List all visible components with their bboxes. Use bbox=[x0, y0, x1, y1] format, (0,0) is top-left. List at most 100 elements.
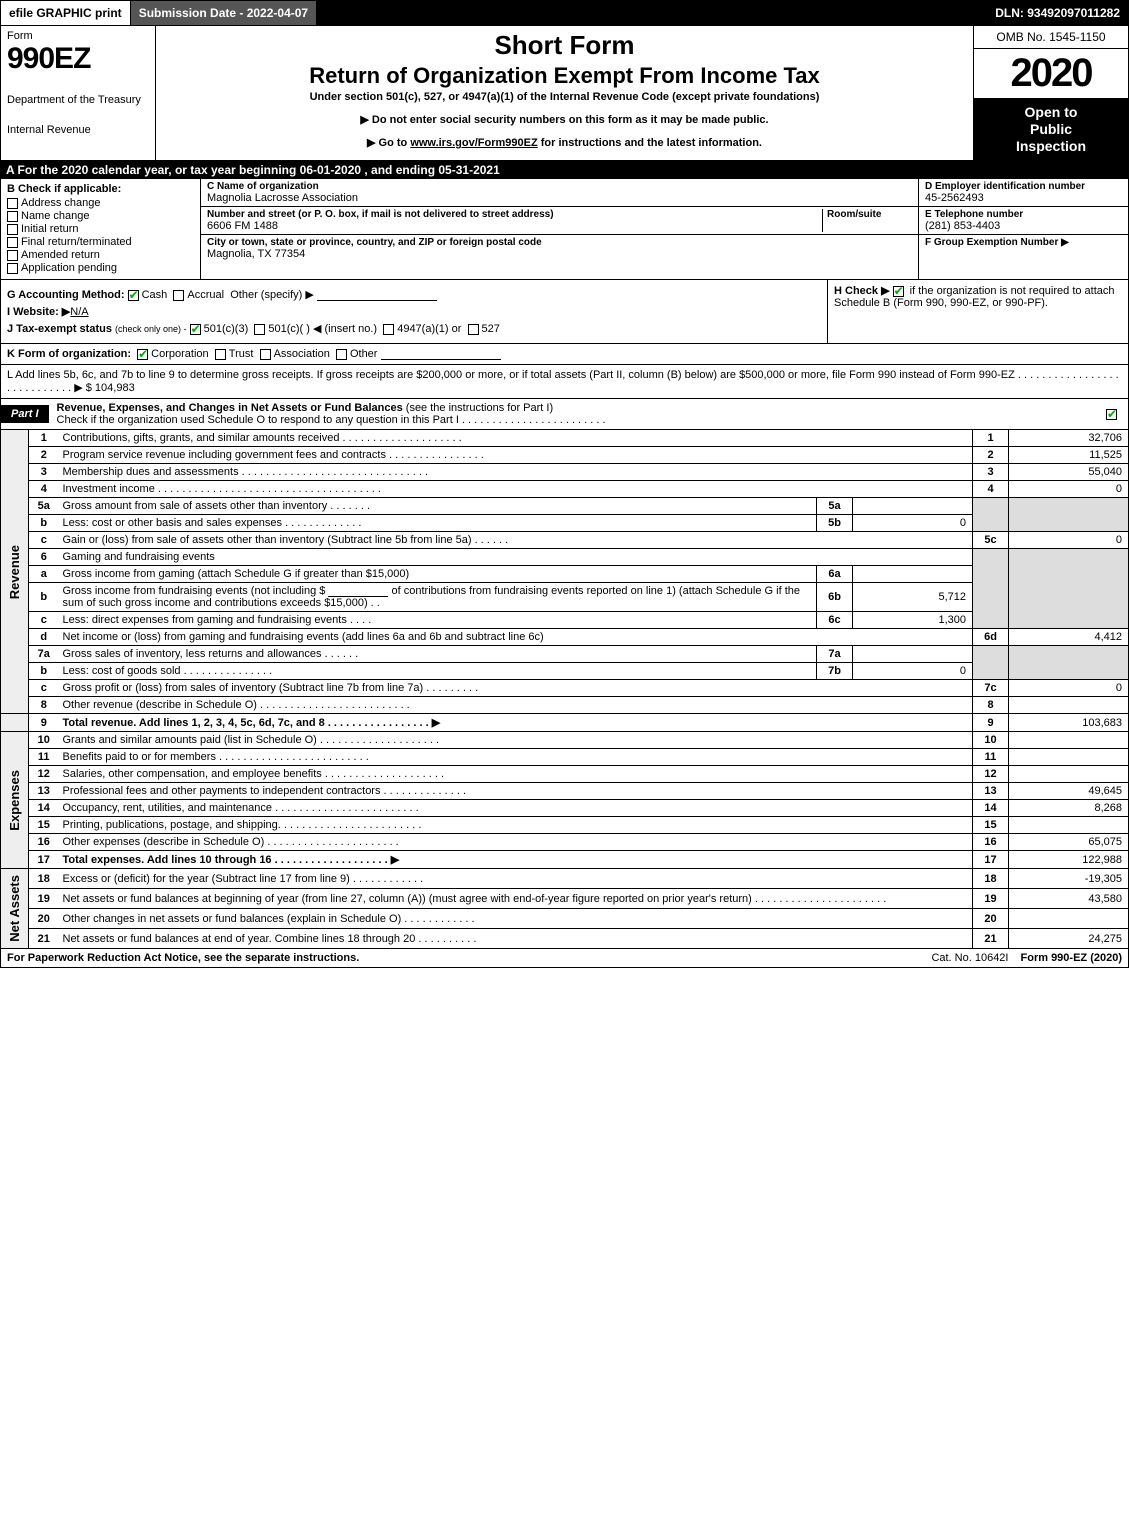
part-1-title: Revenue, Expenses, and Changes in Net As… bbox=[49, 399, 1098, 429]
chk-corporation[interactable] bbox=[137, 349, 148, 360]
line-15-desc: Printing, publications, postage, and shi… bbox=[59, 817, 973, 834]
paperwork-notice: For Paperwork Reduction Act Notice, see … bbox=[1, 949, 925, 967]
line-6c-num: c bbox=[29, 612, 59, 629]
line-4-num: 4 bbox=[29, 481, 59, 498]
chk-4947[interactable] bbox=[383, 324, 394, 335]
line-7b-innum: 7b bbox=[817, 663, 853, 680]
line-6-desc: Gaming and fundraising events bbox=[59, 549, 973, 566]
line-10-num: 10 bbox=[29, 732, 59, 749]
line-5b-innum: 5b bbox=[817, 515, 853, 532]
chk-accrual[interactable] bbox=[173, 290, 184, 301]
chk-association[interactable] bbox=[260, 349, 271, 360]
line-16-desc: Other expenses (describe in Schedule O) … bbox=[59, 834, 973, 851]
line-3-num: 3 bbox=[29, 464, 59, 481]
line-5b-desc: Less: cost or other basis and sales expe… bbox=[59, 515, 817, 532]
line-6a-innum: 6a bbox=[817, 566, 853, 583]
line-5c-desc: Gain or (loss) from sale of assets other… bbox=[59, 532, 973, 549]
line-12-desc: Salaries, other compensation, and employ… bbox=[59, 766, 973, 783]
line-17-rval: 122,988 bbox=[1009, 851, 1129, 869]
line-17-num: 17 bbox=[29, 851, 59, 869]
line-6d-desc: Net income or (loss) from gaming and fun… bbox=[59, 629, 973, 646]
line-18-rnum: 18 bbox=[973, 869, 1009, 889]
section-c-address: C Name of organization Magnolia Lacrosse… bbox=[201, 179, 918, 279]
chk-cash[interactable] bbox=[128, 290, 139, 301]
line-12-rval bbox=[1009, 766, 1129, 783]
h-check: H Check ▶ if the organization is not req… bbox=[828, 280, 1128, 343]
irs-link[interactable]: www.irs.gov/Form990EZ bbox=[410, 137, 537, 149]
line-12-num: 12 bbox=[29, 766, 59, 783]
inspect-3: Inspection bbox=[978, 138, 1124, 155]
line-7a-desc: Gross sales of inventory, less returns a… bbox=[59, 646, 817, 663]
city-cell: City or town, state or province, country… bbox=[201, 235, 918, 262]
ein-value: 45-2562493 bbox=[925, 192, 1122, 204]
line-7c-num: c bbox=[29, 680, 59, 697]
line-6d-rval: 4,412 bbox=[1009, 629, 1129, 646]
line-7ab-shade bbox=[973, 646, 1009, 680]
efile-print-label[interactable]: efile GRAPHIC print bbox=[1, 1, 131, 25]
phone-cell: E Telephone number (281) 853-4403 bbox=[919, 207, 1128, 235]
line-3-rnum: 3 bbox=[973, 464, 1009, 481]
chk-other-org[interactable] bbox=[336, 349, 347, 360]
row-a-tax-year: A For the 2020 calendar year, or tax yea… bbox=[0, 161, 1129, 179]
chk-amended-return[interactable]: Amended return bbox=[7, 249, 194, 261]
street-label: Number and street (or P. O. box, if mail… bbox=[207, 209, 822, 220]
line-2-rval: 11,525 bbox=[1009, 447, 1129, 464]
form-header: Form 990EZ Department of the Treasury In… bbox=[0, 26, 1129, 161]
line-7a-inval bbox=[853, 646, 973, 663]
phone-value: (281) 853-4403 bbox=[925, 220, 1122, 232]
submission-date: Submission Date - 2022-04-07 bbox=[131, 1, 317, 25]
line-6b-inval: 5,712 bbox=[853, 583, 973, 612]
section-bcdef: B Check if applicable: Address change Na… bbox=[0, 179, 1129, 280]
line-5b-inval: 0 bbox=[853, 515, 973, 532]
line-1-desc: Contributions, gifts, grants, and simila… bbox=[59, 430, 973, 447]
line-3-desc: Membership dues and assessments . . . . … bbox=[59, 464, 973, 481]
line-8-desc: Other revenue (describe in Schedule O) .… bbox=[59, 697, 973, 714]
chk-501c[interactable] bbox=[254, 324, 265, 335]
line-11-rval bbox=[1009, 749, 1129, 766]
line-6abc-shade-val bbox=[1009, 549, 1129, 629]
line-12-rnum: 12 bbox=[973, 766, 1009, 783]
c-label: C Name of organization bbox=[207, 181, 912, 192]
line-10-desc: Grants and similar amounts paid (list in… bbox=[59, 732, 973, 749]
chk-schedule-b[interactable] bbox=[893, 286, 904, 297]
chk-initial-return[interactable]: Initial return bbox=[7, 223, 194, 235]
row-l: L Add lines 5b, 6c, and 7b to line 9 to … bbox=[0, 365, 1129, 399]
chk-application-pending[interactable]: Application pending bbox=[7, 262, 194, 274]
revenue-side-end bbox=[1, 714, 29, 732]
line-5c-rval: 0 bbox=[1009, 532, 1129, 549]
line-19-rval: 43,580 bbox=[1009, 889, 1129, 909]
form-word: Form bbox=[7, 30, 149, 42]
chk-final-return[interactable]: Final return/terminated bbox=[7, 236, 194, 248]
j-tax-exempt: J Tax-exempt status (check only one) - 5… bbox=[7, 322, 821, 335]
line-19-num: 19 bbox=[29, 889, 59, 909]
chk-name-change[interactable]: Name change bbox=[7, 210, 194, 222]
row-ghij: G Accounting Method: Cash Accrual Other … bbox=[0, 280, 1129, 344]
line-16-num: 16 bbox=[29, 834, 59, 851]
line-21-desc: Net assets or fund balances at end of ye… bbox=[59, 929, 973, 949]
line-13-rval: 49,645 bbox=[1009, 783, 1129, 800]
line-5ab-shade bbox=[973, 498, 1009, 532]
street-cell: Number and street (or P. O. box, if mail… bbox=[201, 207, 918, 235]
line-6-num: 6 bbox=[29, 549, 59, 566]
line-9-desc: Total revenue. Add lines 1, 2, 3, 4, 5c,… bbox=[59, 714, 973, 732]
chk-501c3[interactable] bbox=[190, 324, 201, 335]
revenue-side-label: Revenue bbox=[1, 430, 29, 714]
chk-address-change[interactable]: Address change bbox=[7, 197, 194, 209]
line-6abc-shade bbox=[973, 549, 1009, 629]
part-1-schedule-o-check[interactable] bbox=[1098, 405, 1128, 423]
line-8-rnum: 8 bbox=[973, 697, 1009, 714]
line-1-num: 1 bbox=[29, 430, 59, 447]
line-5a-num: 5a bbox=[29, 498, 59, 515]
line-4-rnum: 4 bbox=[973, 481, 1009, 498]
ein-cell: D Employer identification number 45-2562… bbox=[919, 179, 1128, 207]
line-13-rnum: 13 bbox=[973, 783, 1009, 800]
line-6c-inval: 1,300 bbox=[853, 612, 973, 629]
chk-trust[interactable] bbox=[215, 349, 226, 360]
line-5a-desc: Gross amount from sale of assets other t… bbox=[59, 498, 817, 515]
line-13-desc: Professional fees and other payments to … bbox=[59, 783, 973, 800]
header-left: Form 990EZ Department of the Treasury In… bbox=[1, 26, 156, 160]
line-5c-num: c bbox=[29, 532, 59, 549]
group-exemption-cell: F Group Exemption Number ▶ bbox=[919, 235, 1128, 279]
chk-527[interactable] bbox=[468, 324, 479, 335]
line-5ab-shade-val bbox=[1009, 498, 1129, 532]
